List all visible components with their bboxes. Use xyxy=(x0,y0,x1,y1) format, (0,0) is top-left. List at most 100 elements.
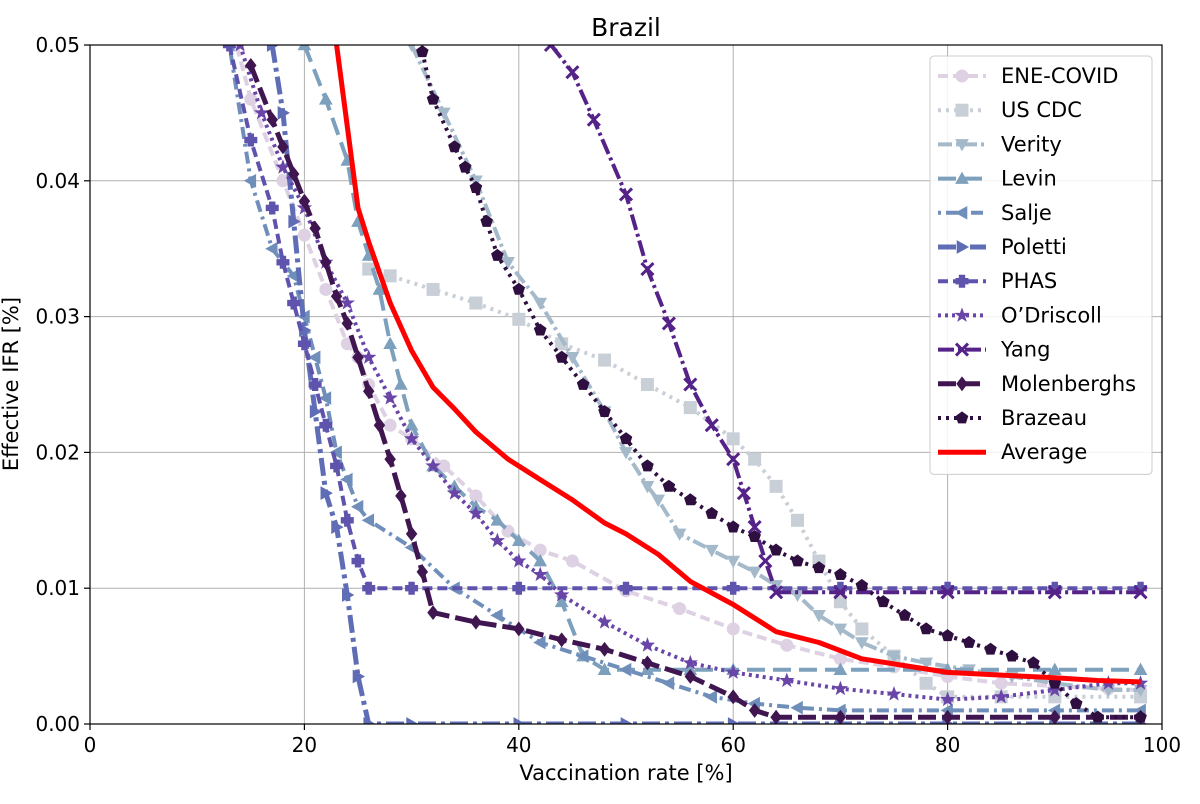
data-point xyxy=(318,92,333,105)
series-0 xyxy=(234,45,1148,697)
data-point xyxy=(383,269,397,283)
data-point xyxy=(469,296,483,310)
data-point xyxy=(727,689,739,705)
data-point xyxy=(352,669,366,684)
data-point xyxy=(351,554,365,568)
data-point xyxy=(682,654,699,670)
data-point xyxy=(876,595,890,608)
legend-marker xyxy=(954,307,970,322)
data-point xyxy=(319,282,333,296)
data-point xyxy=(618,662,632,677)
series-line xyxy=(234,45,1141,692)
legend-label: Yang xyxy=(1000,338,1050,362)
data-point xyxy=(426,282,440,296)
data-point xyxy=(684,669,697,684)
data-point xyxy=(673,602,687,616)
legend-entry: Average xyxy=(938,440,1087,464)
data-point xyxy=(639,637,656,652)
data-point xyxy=(855,622,869,636)
data-point xyxy=(362,581,376,595)
legend-entry: PHAS xyxy=(938,269,1057,293)
data-point xyxy=(416,564,429,580)
data-point xyxy=(1134,710,1147,723)
legend-box xyxy=(929,55,1153,475)
x-tick-label: 80 xyxy=(935,733,960,757)
series-line xyxy=(227,45,1141,591)
data-point xyxy=(939,691,956,707)
data-point xyxy=(446,485,463,500)
data-point xyxy=(403,430,420,446)
legend-label: Molenberghs xyxy=(1001,372,1136,396)
data-point xyxy=(266,112,278,128)
data-point xyxy=(329,445,342,460)
series-line xyxy=(549,45,1141,595)
data-point xyxy=(318,391,332,405)
legend-marker xyxy=(954,342,970,357)
data-point xyxy=(598,641,611,657)
legend-marker xyxy=(956,240,970,254)
data-point xyxy=(748,452,762,466)
legend-label: O’Driscoll xyxy=(1001,303,1102,327)
data-point xyxy=(341,588,355,602)
data-point xyxy=(727,717,741,724)
data-point xyxy=(427,605,439,621)
data-point xyxy=(555,350,568,363)
data-point xyxy=(598,353,612,367)
data-point xyxy=(533,323,547,336)
data-point xyxy=(791,554,804,567)
y-tick-label: 0.04 xyxy=(35,169,80,193)
data-point xyxy=(598,405,611,418)
data-point xyxy=(726,432,740,446)
legend-entry: Levin xyxy=(938,167,1057,191)
series-line xyxy=(334,45,1141,685)
x-tick-label: 20 xyxy=(292,733,317,757)
x-tick-label: 100 xyxy=(1143,733,1181,757)
data-point xyxy=(405,526,418,542)
data-point xyxy=(576,377,590,390)
data-point xyxy=(758,553,773,569)
legend-marker xyxy=(955,103,969,117)
data-point xyxy=(812,561,826,574)
data-point xyxy=(748,529,761,542)
legend-entry: Molenberghs xyxy=(938,372,1136,396)
data-point xyxy=(361,513,375,528)
data-point xyxy=(596,614,613,629)
chart-title: Brazil xyxy=(591,13,661,42)
data-point xyxy=(362,383,375,399)
data-point xyxy=(372,282,387,295)
data-point xyxy=(394,377,408,390)
data-point xyxy=(726,452,741,467)
data-point xyxy=(565,65,580,80)
legend-entry: ENE-COVID xyxy=(938,64,1118,88)
data-point xyxy=(533,297,548,311)
x-tick-label: 0 xyxy=(84,733,97,757)
data-point xyxy=(405,581,419,595)
data-point xyxy=(769,585,784,600)
data-point xyxy=(619,447,633,460)
series-8 xyxy=(543,45,1148,600)
data-point xyxy=(395,488,407,504)
data-point xyxy=(222,45,236,52)
data-point xyxy=(565,352,580,365)
data-point xyxy=(448,140,461,153)
legend-label: Average xyxy=(1001,440,1087,464)
legend-label: Salje xyxy=(1001,201,1052,225)
data-point xyxy=(513,717,526,724)
data-point xyxy=(532,566,548,582)
data-point xyxy=(308,350,321,365)
data-point xyxy=(705,506,719,519)
legend-marker xyxy=(956,376,968,392)
data-point xyxy=(350,499,364,514)
data-point xyxy=(833,585,848,600)
data-point xyxy=(832,680,849,696)
data-point xyxy=(277,106,290,120)
data-point xyxy=(834,568,847,580)
x-tick-label: 60 xyxy=(720,733,745,757)
data-point xyxy=(425,457,441,473)
data-point xyxy=(1027,656,1040,669)
data-point xyxy=(308,378,322,391)
data-point xyxy=(244,133,258,147)
legend-marker xyxy=(955,411,969,424)
data-point xyxy=(512,581,526,595)
